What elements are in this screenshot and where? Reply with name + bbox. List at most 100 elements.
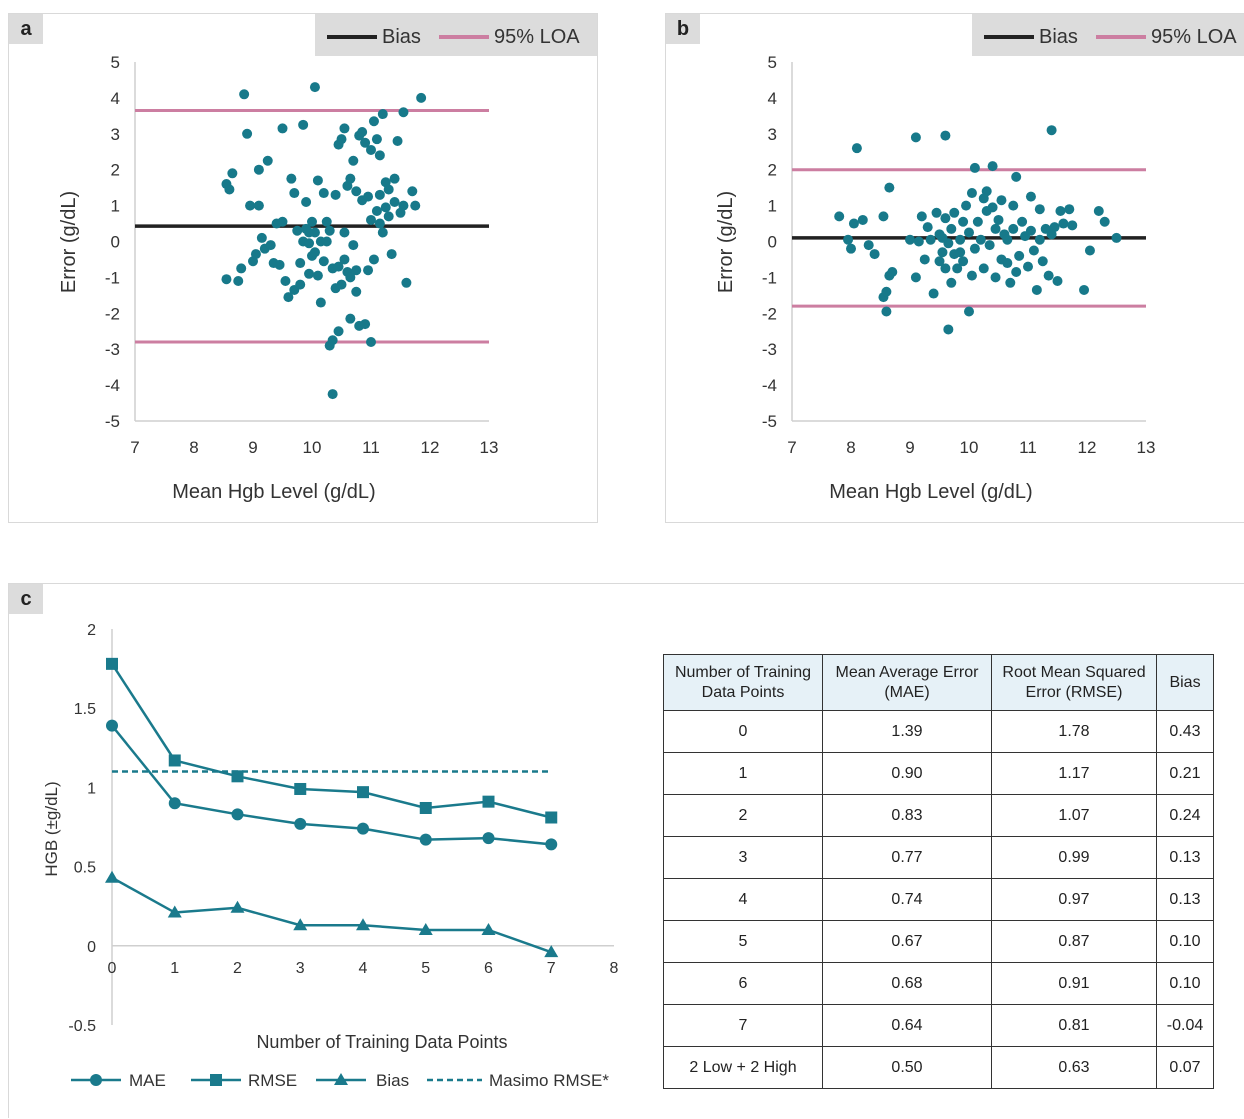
data-point [336,134,347,145]
data-point [330,189,341,200]
bias-point [418,922,433,935]
bias-point [167,905,182,918]
data-point [295,258,306,269]
legend-bias-label: Bias [376,1071,409,1090]
data-point [348,155,359,166]
x-tick-label: 1 [170,960,179,977]
y-tick-label: 3 [111,125,120,144]
data-point [984,240,995,251]
data-point [321,216,332,227]
legend-masimo-label: Masimo RMSE* [489,1071,609,1090]
data-point [987,161,998,172]
data-point [1008,223,1019,234]
table-header-cell: Root Mean Squared Error (RMSE) [991,654,1157,711]
data-point [1058,218,1069,229]
data-point [1043,270,1054,281]
bias-point [544,945,559,958]
data-point [242,128,253,139]
y-tick-label: 0.5 [74,860,96,877]
table-cell: 0.77 [822,836,992,879]
data-point [345,173,356,184]
table-cell: 0.67 [822,920,992,963]
data-point [339,254,350,265]
legend-rmse-label: RMSE [248,1071,297,1090]
data-point [1025,191,1036,202]
series-line-rmse [110,663,552,819]
data-point [321,236,332,247]
data-point [955,234,966,245]
mae-point [231,808,244,821]
y-tick-label: -4 [105,376,120,395]
x-tick-label: 7 [787,438,796,457]
table-cell: 0.97 [991,878,1157,921]
data-point [377,227,388,238]
rmse-point [357,786,369,799]
data-point [221,274,232,285]
table-cell: 3 [663,836,823,879]
data-point [946,277,957,288]
data-point [925,234,936,245]
data-point [304,268,315,279]
data-point [318,188,329,199]
data-point [910,272,921,283]
data-point [834,211,845,222]
data-point [1002,258,1013,269]
data-point [286,173,297,184]
y-tick-label: 1 [87,780,96,797]
legend-loa-label: 95% LOA [494,26,580,48]
data-point [386,249,397,260]
data-point [1064,204,1075,215]
y-tick-label: 0 [111,233,120,252]
table-row: 4 0.74 0.97 0.13 [663,878,1214,921]
table-header-cell: Bias [1156,654,1214,711]
legend-mae-marker [90,1074,102,1086]
data-point [869,249,880,260]
y-tick-label: -2 [762,304,777,323]
table-cell: 0.10 [1156,962,1214,1005]
data-point [851,143,862,154]
data-point [371,134,382,145]
data-point [943,324,954,335]
y-tick-label: 2 [768,161,777,180]
x-tick-label: 7 [547,960,556,977]
table-cell: 0.68 [822,962,992,1005]
table-cell: 0.99 [991,836,1157,879]
table-cell: 7 [663,1004,823,1047]
data-point [389,197,400,208]
table-cell: 0.64 [822,1004,992,1047]
data-point [969,162,980,173]
data-point [996,195,1007,206]
y-tick-label: -3 [762,340,777,359]
data-point [964,306,974,317]
data-point [224,184,235,195]
legend-bias-marker [334,1073,348,1085]
x-tick-label: 6 [484,960,493,977]
data-point [990,223,1001,234]
data-point [940,130,951,141]
y-tick-label: -4 [762,376,777,395]
table-header-cell: Mean Average Error (MAE) [822,654,992,711]
data-point [351,286,362,297]
data-point [401,277,412,288]
table-cell: 0.63 [991,1046,1157,1089]
data-point [345,313,356,324]
table-cell: 0.87 [991,920,1157,963]
y-tick-label: 0 [768,233,777,252]
bias-point [230,900,245,913]
legend: Bias 95% LOA [972,14,1244,56]
x-tick-label: 10 [303,438,322,457]
data-point [949,207,960,218]
table-cell: 0 [663,710,823,753]
data-point [307,216,317,227]
data-point [236,263,247,274]
data-point [1049,222,1060,233]
legend: Bias 95% LOA [315,14,597,56]
data-point [969,243,980,254]
y-tick-label: 1 [111,197,120,216]
table-row: 7 0.64 0.81 -0.04 [663,1004,1214,1047]
bias-point [293,918,308,931]
error-table: Number of Training Data Points Mean Aver… [663,654,1214,1089]
mae-point [545,838,558,851]
data-point [366,144,376,155]
rmse-point [231,770,244,783]
